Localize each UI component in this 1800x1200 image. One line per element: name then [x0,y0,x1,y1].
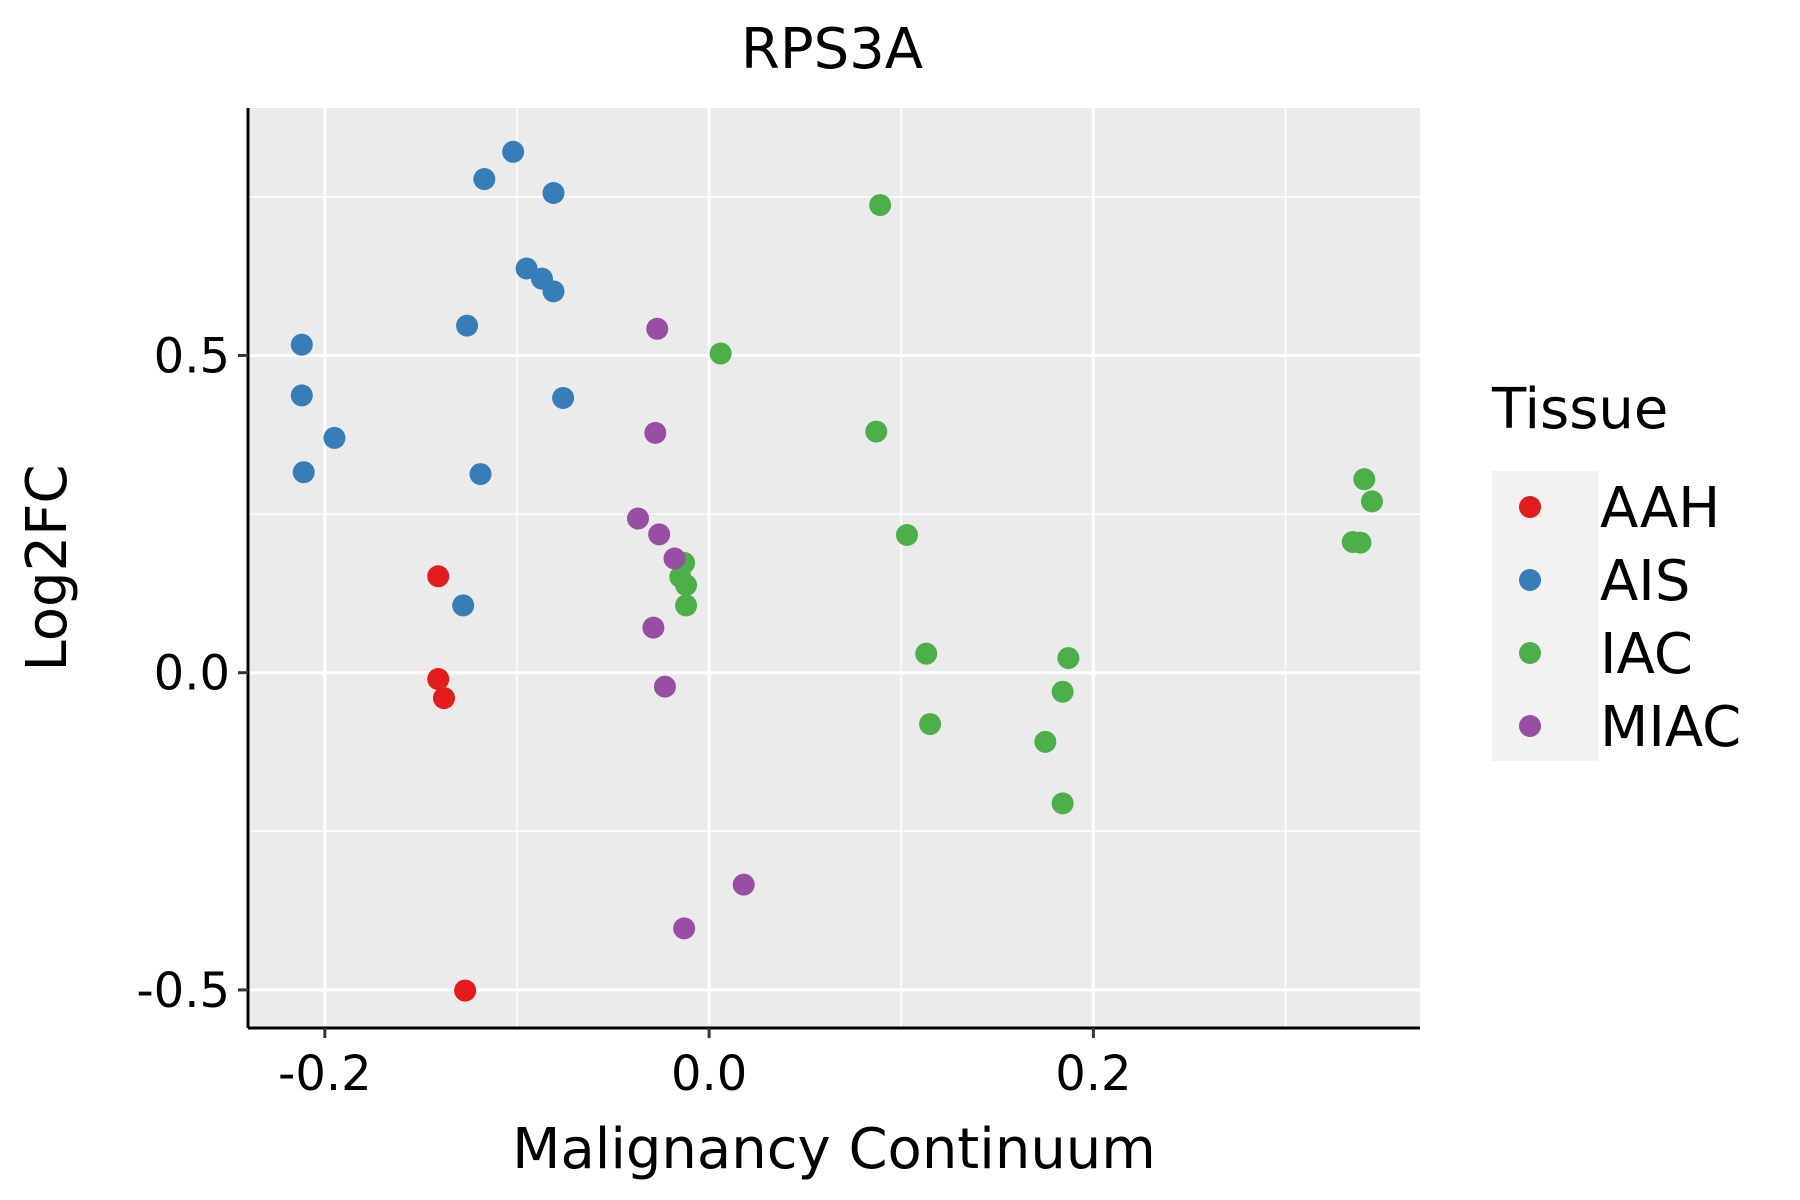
data-point-iac [869,194,892,217]
legend-label-iac: IAC [1600,622,1693,687]
x-axis-title: Malignancy Continuum [512,1117,1156,1182]
series-miac [627,317,755,940]
data-point-iac [1034,730,1057,753]
data-point-ais [292,461,315,484]
data-point-miac [653,675,676,698]
data-point-iac [675,574,698,597]
series-iac [669,194,1383,815]
x-tick-label: -0.2 [278,1046,372,1102]
data-point-iac [709,342,732,365]
data-point-miac [642,616,665,639]
data-point-ais [542,280,565,303]
legend-key-miac [1519,715,1541,737]
y-tick-label: 0.5 [154,328,230,384]
data-point-aah [454,979,477,1002]
data-point-ais [469,463,492,486]
data-point-aah [427,668,450,691]
data-point-miac [663,547,686,570]
data-point-iac [675,594,698,617]
legend-key-iac [1519,642,1541,664]
data-point-iac [865,420,888,443]
legend-key-aah [1519,496,1541,518]
x-tick-label: 0.0 [671,1046,747,1102]
legend-key-background [1492,471,1598,761]
y-tick-label: -0.5 [136,963,230,1019]
data-point-miac [648,523,671,546]
data-point-ais [473,168,496,191]
legend: Tissue AAH AIS IAC MIAC [1491,377,1741,761]
data-point-ais [542,182,565,205]
data-point-iac [1051,680,1074,703]
data-point-ais [502,140,525,163]
data-point-miac [644,421,667,444]
data-point-iac [1051,792,1074,815]
y-axis-title: Log2FC [15,465,80,672]
data-point-ais [290,384,313,407]
data-point-miac [627,507,650,530]
data-points [290,140,1383,1002]
series-aah [427,565,477,1002]
data-point-iac [1349,531,1372,554]
legend-label-miac: MIAC [1600,695,1741,760]
data-point-miac [646,317,669,340]
axis-ticks: -0.2 0.0 0.2 -0.5 0.0 0.5 [136,328,1131,1102]
y-tick-label: 0.0 [154,646,230,702]
data-point-iac [1057,647,1080,670]
data-point-iac [1353,468,1376,491]
chart-title: RPS3A [741,17,923,82]
data-point-ais [456,314,479,337]
x-tick-label: 0.2 [1055,1046,1131,1102]
legend-label-aah: AAH [1600,476,1720,541]
data-point-iac [1360,490,1383,513]
data-point-iac [919,713,942,736]
data-point-ais [452,594,475,617]
data-point-aah [432,687,455,710]
plot-panel [248,108,1420,1028]
data-point-iac [915,642,938,665]
legend-label-ais: AIS [1600,549,1690,614]
series-ais [290,140,575,617]
data-point-ais [290,333,313,356]
legend-title: Tissue [1491,377,1668,442]
data-point-ais [323,426,346,449]
data-point-aah [427,565,450,588]
data-point-miac [732,873,755,896]
data-point-ais [552,386,575,409]
data-point-miac [673,917,696,940]
legend-key-ais [1519,569,1541,591]
data-point-iac [896,524,919,547]
